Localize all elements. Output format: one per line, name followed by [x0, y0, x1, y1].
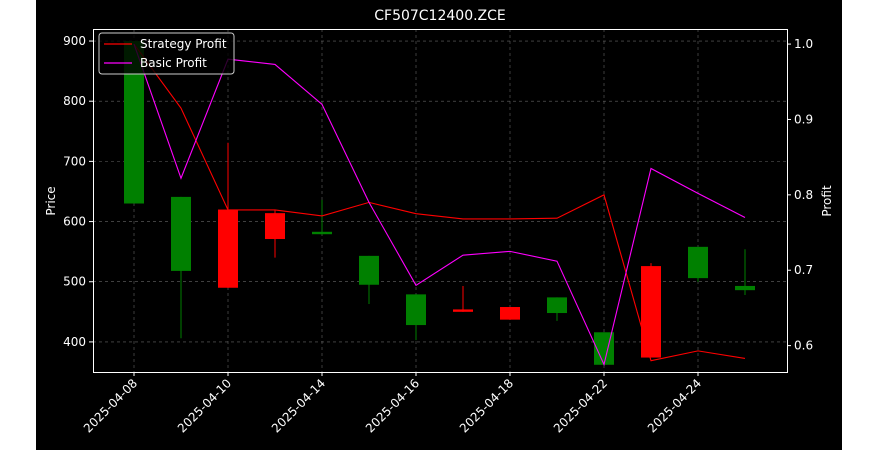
candle-body	[171, 196, 191, 271]
candle-body	[641, 266, 661, 358]
candle-body	[594, 332, 614, 365]
candle-body	[359, 255, 379, 285]
y-tick-label-right: 0.8	[794, 188, 813, 202]
y-tick-label-left: 500	[63, 275, 86, 289]
candle-body	[500, 307, 520, 320]
y-tick-label-left: 600	[63, 215, 86, 229]
candle-body	[453, 309, 473, 312]
legend: Strategy Profit Basic Profit	[98, 32, 235, 75]
candle-body	[547, 297, 567, 314]
y-tick-label-right: 0.7	[794, 263, 813, 277]
candlesticks	[124, 41, 755, 365]
plot-frame	[93, 29, 788, 373]
candle-body	[124, 41, 144, 204]
figure-background	[36, 0, 842, 450]
chart-title: CF507C12400.ZCE	[374, 8, 506, 24]
legend-label-basic-profit: Basic Profit	[140, 56, 207, 70]
y-tick-label-left: 400	[63, 335, 86, 349]
y-tick-label-right: 0.9	[794, 112, 813, 126]
y-tick-label-left: 900	[63, 34, 86, 48]
candle-body	[735, 285, 755, 291]
y-tick-label-left: 800	[63, 94, 86, 108]
legend-label-strategy-profit: Strategy Profit	[140, 37, 227, 51]
candle-body	[265, 213, 285, 240]
y-axis-label-right: Profit	[820, 185, 834, 217]
legend-box	[98, 32, 235, 75]
y-tick-label-right: 0.6	[794, 339, 813, 353]
candle-body	[218, 209, 238, 288]
profit-lines	[133, 43, 746, 367]
y-tick-label-right: 1.0	[794, 37, 813, 51]
y-axis-label-left: Price	[44, 186, 58, 215]
candle-body	[406, 294, 426, 326]
candle-body	[312, 231, 332, 235]
series-line-basic-profit	[133, 43, 746, 367]
y-tick-label-left: 700	[63, 154, 86, 168]
series-line-strategy-profit	[133, 43, 746, 362]
candle-body	[688, 246, 708, 279]
